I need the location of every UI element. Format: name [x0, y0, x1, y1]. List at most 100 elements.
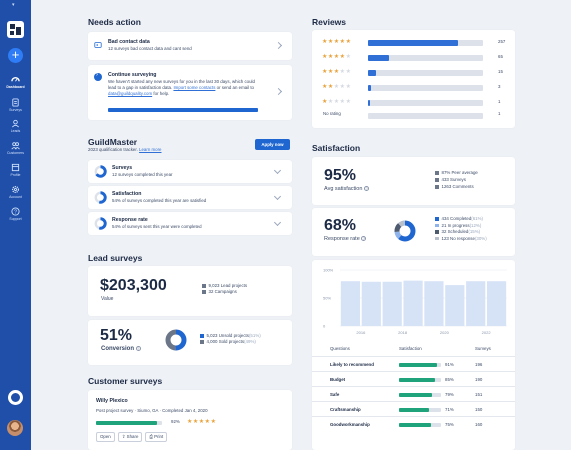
legend-row: 5,023 Unsold projects(51%)	[200, 333, 261, 339]
legend-percent: (49%)	[244, 338, 256, 344]
progress-ring-icon	[94, 165, 107, 178]
table-row[interactable]: Safe 79% 151	[312, 386, 515, 401]
y-tick-label: 100%	[323, 268, 334, 273]
guildmaster-item-title: Response rate	[112, 217, 148, 223]
sidebar-item-support[interactable]: ? Support	[0, 207, 31, 221]
star-icon: ★	[322, 69, 328, 75]
review-count: 257	[498, 39, 506, 44]
star-icon: ★	[192, 419, 199, 425]
sidebar-item-customers[interactable]: Customers	[0, 141, 31, 155]
trend-bar[interactable]	[382, 281, 402, 326]
satisfaction-bar-fill	[399, 408, 429, 412]
progress-ring-slice	[94, 191, 107, 204]
info-icon[interactable]: ?	[363, 186, 369, 191]
conversion-card: 51% Conversion ? 5,023 Unsold projects(5…	[88, 320, 292, 365]
star-icon: ★	[322, 84, 328, 90]
customer-surveys-heading: Customer surveys	[88, 376, 163, 386]
star-icon: ★	[322, 54, 328, 60]
star-icon: ★	[345, 39, 352, 45]
sidebar-item-profile[interactable]: Profile	[0, 163, 31, 177]
info-icon[interactable]: ?	[361, 236, 367, 241]
sidebar: ▾ + Dashboard Surveys Leads Customers Pr…	[0, 0, 31, 450]
avatar[interactable]	[7, 420, 23, 436]
sidebar-item-surveys[interactable]: Surveys	[0, 98, 31, 112]
legend-swatch	[200, 334, 204, 338]
review-bar-fill	[368, 40, 458, 46]
chevron-right-icon	[274, 87, 283, 96]
customer-survey-card[interactable]: Willy Plexico Post project survey · Sium…	[88, 390, 292, 450]
trend-bar[interactable]	[445, 285, 465, 326]
conversion-value: 51%	[100, 327, 133, 344]
sidebar-item-dashboard[interactable]: Dashboard	[0, 75, 31, 89]
survey-count: 190	[475, 377, 483, 382]
x-tick-label: 2022	[482, 330, 492, 335]
review-bar-fill	[368, 55, 389, 61]
star-icon: ★	[339, 69, 346, 75]
customer-name: Willy Plexico	[96, 398, 128, 404]
legend-swatch	[435, 223, 439, 228]
trend-bar[interactable]	[424, 281, 444, 326]
add-button[interactable]: +	[8, 48, 23, 63]
review-count: 1	[498, 99, 501, 104]
info-icon[interactable]: ?	[135, 346, 141, 351]
guildmaster-heading: GuildMaster	[88, 137, 138, 147]
company-logo[interactable]	[7, 21, 24, 38]
trend-bar[interactable]	[486, 281, 507, 326]
no-rating-label: No rating	[323, 111, 341, 116]
customer-score-fill	[96, 421, 157, 425]
star-icon: ★	[327, 84, 334, 90]
review-bar[interactable]	[368, 40, 483, 46]
customer-star-rating: ★★★★★	[187, 418, 216, 425]
sidebar-item-leads[interactable]: Leads	[0, 119, 31, 133]
question-label: Likely to recommend	[330, 362, 374, 367]
legend-label: 32 Scheduled	[441, 229, 469, 235]
star-icon: ★	[327, 39, 334, 45]
continue-progress-fill	[108, 108, 258, 112]
share-icon: ⇪	[121, 434, 126, 439]
learn-more-link[interactable]: Learn more	[139, 147, 162, 152]
review-bar[interactable]	[368, 55, 483, 61]
guildmaster-subtitle: 2023 qualification tracker. Learn more	[88, 147, 161, 153]
conversion-label-row: Conversion ?	[101, 346, 141, 352]
apply-now-button[interactable]: Apply now	[255, 139, 290, 150]
review-bar[interactable]	[368, 70, 483, 76]
print-button[interactable]: ⎙ Print	[145, 432, 168, 442]
trend-bar[interactable]	[466, 281, 486, 326]
bad-contact-card[interactable]: Bad contact data 12 surveys bad contact …	[88, 32, 292, 60]
table-row[interactable]: Likely to recommend 91% 196	[312, 356, 515, 371]
star-icon: ★	[333, 39, 340, 45]
continue-desc-text-2: or send an email to	[216, 84, 254, 90]
open-button[interactable]: Open	[96, 432, 115, 442]
star-icon: ★	[339, 39, 346, 45]
trend-bar[interactable]	[340, 281, 361, 326]
response-legend: 434 Completed(61%) 21 In progress(12%) 32 …	[435, 216, 487, 242]
guildmaster-item[interactable]: Response rate 54% of surveys sent this ye…	[88, 212, 292, 235]
guildmaster-item-desc: 12 surveys completed this year	[112, 172, 173, 177]
progress-ring-slice	[94, 217, 107, 230]
trend-bar[interactable]	[403, 280, 423, 326]
response-donut-chart	[394, 220, 416, 242]
continue-surveying-card[interactable]: › Continue surveying We haven't started …	[88, 65, 292, 120]
share-button[interactable]: ⇪ Share	[117, 432, 143, 442]
review-bar[interactable]	[368, 100, 483, 106]
star-icon: ★	[345, 84, 352, 90]
help-center-icon[interactable]	[8, 390, 23, 405]
import-contacts-link[interactable]: Import some contacts	[173, 84, 216, 90]
support-email-link[interactable]: data@guildquality.com	[108, 90, 153, 96]
guildmaster-item[interactable]: Surveys 12 surveys completed this year	[88, 160, 292, 183]
svg-text:?: ?	[14, 209, 17, 215]
table-row[interactable]: Craftsmanship 71% 150	[312, 401, 515, 416]
trend-bar[interactable]	[361, 281, 381, 326]
sidebar-item-account[interactable]: Account	[0, 185, 31, 199]
customer-survey-meta: Post project survey · Siumo, GA · Comple…	[96, 408, 208, 413]
table-row[interactable]: Goodworkmanship 75% 160	[312, 416, 515, 431]
satisfaction-percent: 91%	[445, 362, 454, 367]
table-header-cell: Questions	[330, 346, 350, 351]
guildmaster-item[interactable]: Satisfaction 54% of surveys completed thi…	[88, 186, 292, 209]
satisfaction-percent: 79%	[445, 392, 454, 397]
avg-satisfaction-label-row: Avg satisfaction ?	[324, 186, 369, 192]
review-bar[interactable]	[368, 85, 483, 91]
table-row[interactable]: Budget 85% 190	[312, 371, 515, 386]
chevron-down-icon[interactable]: ▾	[12, 2, 15, 8]
legend-swatch	[435, 171, 439, 175]
